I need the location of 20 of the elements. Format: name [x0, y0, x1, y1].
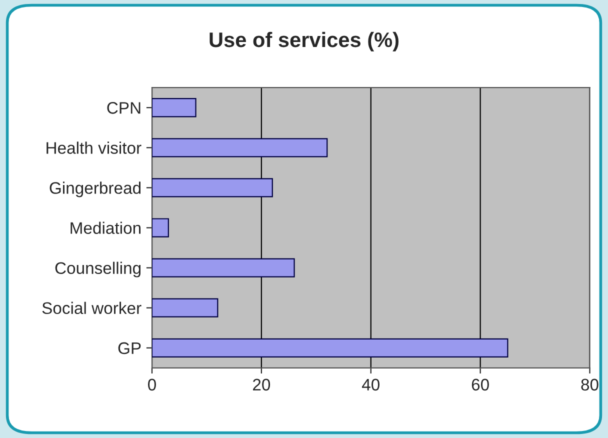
x-tick-label: 20	[253, 378, 270, 391]
x-tick-label: 60	[472, 378, 489, 391]
y-tick-label: Social worker	[42, 302, 142, 314]
bar	[152, 298, 218, 318]
bar	[152, 338, 508, 358]
bar	[152, 98, 196, 118]
bar	[152, 218, 169, 238]
x-tick-label: 80	[581, 378, 598, 391]
chart-title: Use of services (%)	[210, 32, 398, 52]
bar	[152, 258, 295, 278]
y-tick-label: GP	[118, 342, 141, 354]
bar	[152, 178, 273, 198]
y-tick-label: Gingerbread	[50, 182, 141, 198]
y-tick-label: CPN	[107, 102, 140, 114]
bar	[152, 138, 328, 158]
x-tick-label: 0	[148, 378, 156, 391]
y-tick-label: Counselling	[55, 262, 141, 278]
x-tick-label: 40	[362, 378, 380, 391]
y-tick-label: Mediation	[70, 222, 141, 234]
y-tick-label: Health visitor	[46, 142, 142, 154]
